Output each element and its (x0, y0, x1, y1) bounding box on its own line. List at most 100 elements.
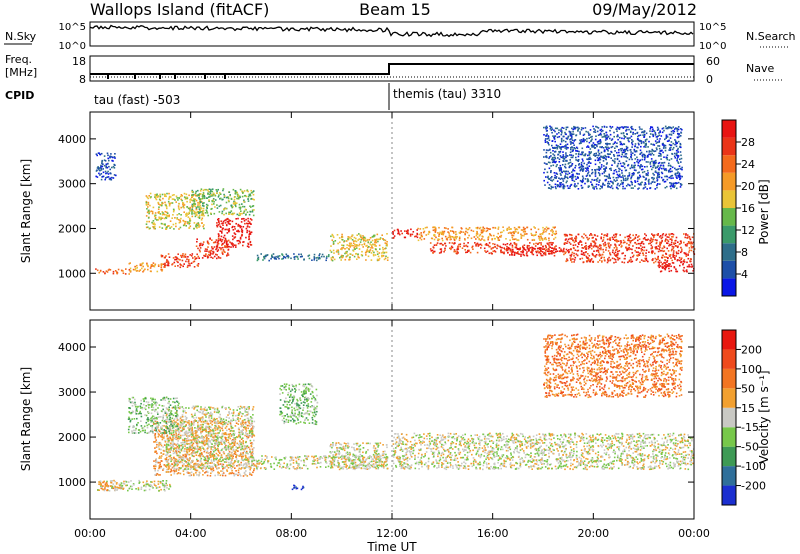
power-pixel (158, 198, 161, 201)
power-pixel (344, 248, 346, 250)
velocity-pixel (151, 485, 154, 488)
power-pixel (566, 250, 569, 252)
power-pixel (585, 251, 587, 253)
velocity-pixel (164, 489, 166, 492)
power-pixel (517, 251, 519, 253)
power-pixel (651, 250, 653, 253)
power-pixel (478, 235, 481, 237)
power-pixel (488, 252, 491, 255)
power-pixel (621, 153, 623, 156)
power-pixel (630, 153, 632, 155)
power-pixel (351, 254, 354, 256)
power-pixel (686, 234, 689, 236)
power-pixel (286, 255, 288, 257)
power-pixel (659, 150, 661, 152)
power-pixel (554, 183, 557, 186)
power-background (90, 112, 694, 310)
velocity-pixel (153, 483, 156, 485)
velocity-pixel (98, 483, 100, 485)
power-pixel (571, 156, 574, 159)
power-pixel (260, 253, 262, 255)
power-pixel (331, 259, 334, 262)
velocity-pixel (138, 482, 140, 484)
power-pixel (480, 229, 483, 231)
power-pixel (665, 265, 668, 268)
power-pixel (631, 248, 633, 251)
power-pixel (679, 158, 681, 161)
power-pixel (561, 171, 563, 174)
power-pixel (632, 255, 634, 258)
power-pixel (634, 145, 636, 147)
power-pixel (453, 242, 456, 244)
power-pixel (663, 250, 666, 252)
power-pixel (674, 245, 677, 247)
power-pixel (213, 212, 216, 215)
power-pixel (621, 183, 624, 185)
power-pixel (354, 248, 356, 250)
power-pixel (663, 168, 666, 171)
power-pixel (203, 195, 205, 197)
power-pixel (432, 229, 435, 232)
power-pixel (236, 230, 238, 232)
power-pixel (456, 247, 459, 250)
power-pixel (591, 234, 593, 236)
power-pixel (520, 255, 522, 257)
power-pixel (588, 165, 591, 167)
power-pixel (447, 231, 449, 233)
power-pixel (677, 155, 680, 157)
power-pixel (213, 194, 216, 196)
velocity-pixel (173, 470, 176, 473)
power-pixel (632, 172, 635, 174)
power-pixel (667, 140, 670, 142)
power-pixel (492, 226, 494, 229)
power-pixel (231, 212, 234, 215)
power-pixel (518, 253, 520, 255)
power-pixel (168, 196, 171, 199)
power-pixel (613, 247, 616, 249)
power-pixel (208, 193, 211, 196)
power-pixel (568, 187, 571, 189)
power-pixel (217, 196, 220, 198)
power-pixel (426, 226, 428, 229)
power-pixel (175, 222, 177, 225)
power-pixel (656, 186, 658, 189)
power-pixel (560, 137, 563, 140)
power-pixel (152, 262, 155, 264)
power-pixel (630, 151, 632, 153)
power-pixel (651, 246, 654, 248)
power-pixel (441, 230, 444, 233)
power-pixel (670, 182, 673, 185)
power-pixel (650, 237, 652, 240)
power-pixel (587, 186, 590, 188)
power-pixel (217, 256, 220, 258)
power-pixel (622, 174, 624, 177)
power-pixel (626, 147, 628, 150)
power-pixel (160, 263, 163, 265)
power-pixel (438, 238, 441, 241)
power-pixel (617, 250, 619, 253)
power-pixel (514, 243, 516, 245)
power-pixel (189, 225, 192, 227)
power-pixel (247, 242, 249, 245)
power-pixel (613, 234, 615, 236)
power-pixel (225, 246, 228, 249)
power-pixel (533, 238, 535, 241)
power-pixel (180, 217, 182, 220)
power-pixel (474, 242, 476, 244)
power-pixel (556, 146, 559, 148)
power-pixel (450, 248, 452, 251)
power-pixel (664, 125, 667, 128)
power-pixel (650, 247, 653, 250)
power-pixel (570, 253, 573, 256)
power-pixel (598, 179, 601, 181)
velocity-pixel (207, 422, 209, 425)
power-pixel (429, 242, 432, 244)
power-pixel (691, 236, 694, 239)
freq-label: Freq. (5, 53, 32, 66)
power-pixel (662, 127, 665, 129)
power-pixel (621, 261, 623, 263)
velocity-pixel (196, 474, 198, 476)
power-pixel (595, 135, 597, 137)
power-pixel (622, 132, 625, 134)
power-pixel (599, 142, 601, 145)
